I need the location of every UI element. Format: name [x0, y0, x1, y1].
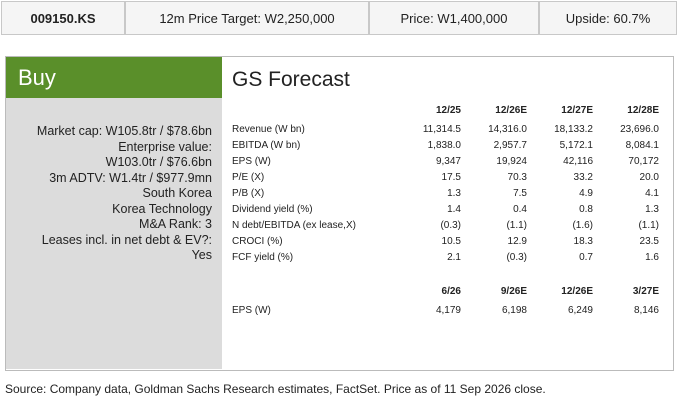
- cell-value: 8,084.1: [625, 140, 659, 151]
- cell-value: 0.4: [513, 204, 527, 215]
- detail-line: Leases incl. in net debt & EV?:: [41, 232, 212, 247]
- cell-value: 18.3: [573, 236, 593, 247]
- source: Source: Company data, Goldman Sachs Rese…: [5, 382, 546, 396]
- cell-value: 18,133.2: [554, 124, 593, 135]
- cell-value: (1.1): [506, 220, 527, 231]
- cell-value: 20.0: [639, 172, 659, 183]
- cell-value: 17.5: [441, 172, 461, 183]
- column-header: 12/26E: [561, 286, 593, 297]
- column-header: 6/26: [441, 286, 461, 297]
- row-label: EPS (W): [232, 305, 271, 316]
- detail-line: 3m ADTV: W1.4tr / $977.9mn: [49, 170, 212, 185]
- cell-value: 10.5: [441, 236, 461, 247]
- cell-value: 5,172.1: [559, 140, 593, 151]
- row-label: Revenue (W bn): [232, 124, 305, 135]
- cell-value: 14,316.0: [488, 124, 527, 135]
- column-header: 3/27E: [632, 286, 659, 297]
- detail-line: W103.0tr / $76.6bn: [105, 155, 212, 169]
- upside: Upside: 60.7%: [539, 1, 677, 35]
- cell-value: (1.6): [572, 220, 593, 231]
- cell-value: 2.1: [447, 252, 461, 263]
- column-header: 12/25: [435, 105, 461, 116]
- cell-value: 2,957.7: [493, 140, 527, 151]
- column-header: 9/26E: [500, 286, 527, 297]
- row-label: N debt/EBITDA (ex lease,X): [232, 220, 356, 231]
- cell-value: (0.3): [440, 220, 461, 231]
- cell-value: (1.1): [638, 220, 659, 231]
- row-label: EBITDA (W bn): [232, 140, 301, 151]
- details-panel: [6, 98, 222, 369]
- detail-line: Market cap: W105.8tr / $78.6bn: [36, 124, 212, 138]
- price: Price: W1,400,000: [369, 1, 539, 35]
- cell-value: 1.3: [447, 188, 461, 199]
- cell-value: 70.3: [507, 172, 527, 183]
- details: Market cap: W105.8tr / $78.6bn Enterprise…: [6, 124, 212, 264]
- row-label: EPS (W): [232, 156, 271, 167]
- row-label: FCF yield (%): [232, 252, 294, 263]
- cell-value: 6,198: [501, 305, 527, 316]
- cell-value: 1,838.0: [427, 140, 461, 151]
- column-header: 12/27E: [561, 105, 593, 116]
- row-label: P/B (X): [232, 188, 265, 199]
- cell-value: 0.7: [579, 252, 593, 263]
- cell-value: 4,179: [435, 305, 461, 316]
- forecast-title: GS Forecast: [232, 68, 350, 91]
- cell-value: 19,924: [496, 156, 527, 167]
- row-label: CROCI (%): [232, 236, 283, 247]
- detail-line: M&A Rank: 3: [139, 217, 212, 231]
- row-label: P/E (X): [232, 172, 265, 183]
- cell-value: 1.4: [447, 204, 461, 215]
- cell-value: 12.9: [507, 236, 527, 247]
- cell-value: 33.2: [573, 172, 593, 183]
- column-header: 12/26E: [495, 105, 527, 116]
- cell-value: 1.3: [645, 204, 659, 215]
- cell-value: 23,696.0: [620, 124, 659, 135]
- cell-value: 1.6: [645, 252, 659, 263]
- cell-value: 4.1: [645, 188, 659, 199]
- cell-value: 6,249: [567, 305, 593, 316]
- cell-value: 9,347: [435, 156, 461, 167]
- cell-value: (0.3): [506, 252, 527, 263]
- rating: Buy: [6, 57, 222, 98]
- cell-value: 4.9: [579, 188, 593, 199]
- main-box: [5, 56, 674, 371]
- price-target: 12m Price Target: W2,250,000: [125, 1, 369, 35]
- detail-line: South Korea: [142, 186, 213, 200]
- detail-line: Yes: [191, 248, 212, 262]
- cell-value: 42,116: [563, 156, 593, 167]
- cell-value: 11,314.5: [422, 124, 461, 135]
- cell-value: 8,146: [633, 305, 659, 316]
- cell-value: 70,172: [628, 156, 659, 167]
- detail-line: Korea Technology: [112, 201, 212, 216]
- cell-value: 23.5: [639, 236, 659, 247]
- cell-value: 7.5: [513, 188, 527, 199]
- row-label: Dividend yield (%): [232, 204, 313, 215]
- ticker: 009150.KS: [1, 1, 125, 35]
- cell-value: 0.8: [579, 204, 593, 215]
- detail-line: Enterprise value:: [118, 139, 212, 154]
- column-header: 12/28E: [627, 105, 659, 116]
